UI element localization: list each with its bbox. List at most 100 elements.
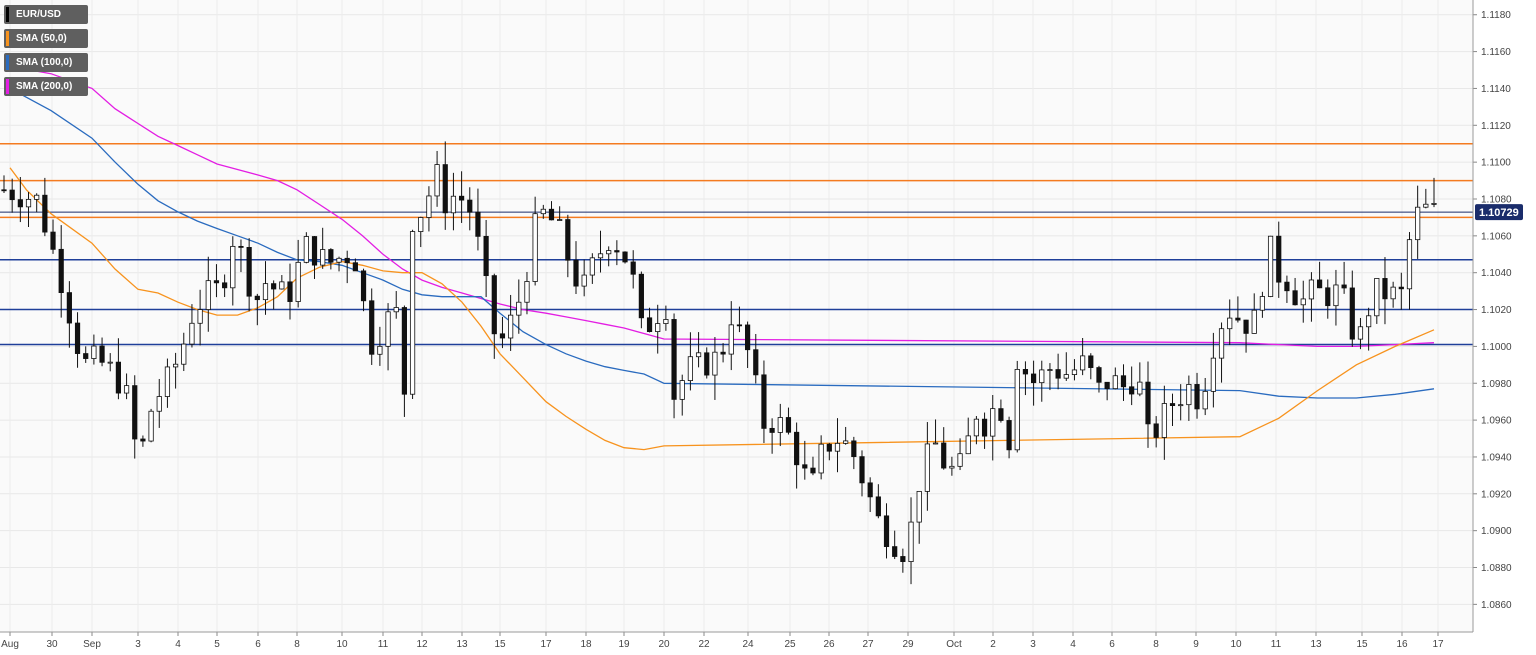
candle-body-down (851, 440, 857, 458)
candle-body-down (1129, 386, 1135, 395)
candle (745, 321, 751, 368)
candle (1047, 363, 1053, 391)
candle-body-down (42, 194, 48, 233)
y-tick-label: 1.1180 (1481, 10, 1511, 21)
candle (1227, 299, 1233, 346)
candle-body-down (1055, 369, 1061, 379)
candle-body-down (736, 324, 743, 327)
candle (99, 337, 105, 367)
candle (1398, 272, 1404, 310)
y-tick-label: 1.1140 (1481, 84, 1511, 95)
x-tick-label: 27 (862, 639, 874, 650)
candle-body-up (1333, 284, 1339, 307)
candle-body-down (1104, 381, 1110, 390)
candle (1431, 177, 1437, 208)
candle (687, 332, 694, 391)
candle-body-down (222, 282, 228, 289)
candle-body-down (467, 199, 473, 213)
candle (597, 230, 604, 273)
candle-body-up (843, 440, 849, 444)
legend-item-sma-200[interactable]: SMA (200,0) (4, 77, 88, 96)
candle-body-down (883, 515, 890, 548)
candle (720, 343, 726, 363)
legend-item-sma-50[interactable]: SMA (50,0) (4, 29, 88, 48)
candle-body-up (303, 236, 309, 263)
candle-body-up (834, 442, 841, 452)
grid-layer (0, 0, 1473, 632)
candle (1251, 293, 1257, 334)
candle-body-down (900, 556, 906, 562)
candle (172, 352, 179, 389)
candle (990, 395, 996, 461)
candle-body-down (794, 431, 800, 466)
candle (434, 150, 440, 207)
candle (442, 141, 448, 230)
candle-body-up (1210, 357, 1216, 392)
y-tick-label: 1.0860 (1481, 600, 1512, 611)
candle (1169, 393, 1176, 427)
candle-body-down (745, 324, 751, 351)
candle (1374, 278, 1380, 324)
candle (1145, 361, 1151, 448)
x-tick-label: 16 (1396, 639, 1408, 650)
candle-body-down (704, 352, 710, 376)
candle-body-up (949, 465, 955, 469)
candle-body-up (385, 311, 391, 347)
y-tick-label: 1.1060 (1481, 231, 1512, 242)
candle-body-down (1398, 286, 1404, 290)
candle-body-down (287, 281, 293, 302)
candle-body-down (875, 496, 881, 517)
candle-body-down (246, 247, 252, 297)
candle-body-up (123, 385, 130, 394)
candle-body-down (1325, 287, 1331, 307)
candle (794, 422, 800, 489)
candle (1276, 221, 1282, 298)
candle (25, 192, 32, 228)
candle-body-up (1431, 203, 1437, 205)
candle (1022, 361, 1029, 396)
candle-body-down (810, 467, 816, 474)
candle-body-down (892, 546, 898, 557)
legend-label: SMA (200,0) (16, 81, 73, 92)
candle-body-up (91, 345, 97, 359)
candle-body-down (254, 295, 260, 301)
legend-item-sma-100[interactable]: SMA (100,0) (4, 53, 88, 72)
legend-item-eurusd[interactable]: EUR/USD (4, 5, 88, 24)
candle-body-up (687, 356, 694, 381)
sma-200-line (9, 65, 1435, 348)
candle-body-up (1251, 309, 1257, 334)
candle-body-down (1284, 281, 1290, 292)
candle (499, 316, 506, 349)
candle (949, 456, 955, 476)
candle-body-down (360, 270, 367, 302)
candle (573, 241, 579, 294)
candle-body-up (164, 366, 171, 397)
candle-body-down (720, 351, 726, 355)
candle-body-down (826, 443, 832, 452)
candle-body-up (532, 213, 538, 282)
candle-body-up (279, 281, 285, 290)
candle-body-down (344, 257, 350, 264)
candle (843, 426, 849, 445)
candle-body-up (777, 417, 783, 433)
candle (426, 186, 432, 232)
candle (557, 206, 563, 221)
candle (491, 273, 497, 359)
candle (1031, 360, 1037, 406)
candle (483, 219, 489, 298)
candle (548, 201, 555, 221)
candle-body-up (1227, 317, 1233, 330)
candle-body-down (1349, 287, 1355, 340)
candle-body-down (442, 164, 448, 214)
candle (973, 416, 980, 445)
candle (1063, 352, 1069, 381)
candle (565, 214, 571, 278)
candle (802, 440, 808, 480)
candle (1317, 261, 1323, 289)
candle-body-down (1022, 369, 1029, 375)
candle-body-down (238, 245, 244, 248)
candle (1088, 353, 1094, 380)
x-tick-label: 13 (1310, 639, 1322, 650)
candle-body-up (156, 396, 162, 412)
candle-body-up (197, 309, 203, 324)
